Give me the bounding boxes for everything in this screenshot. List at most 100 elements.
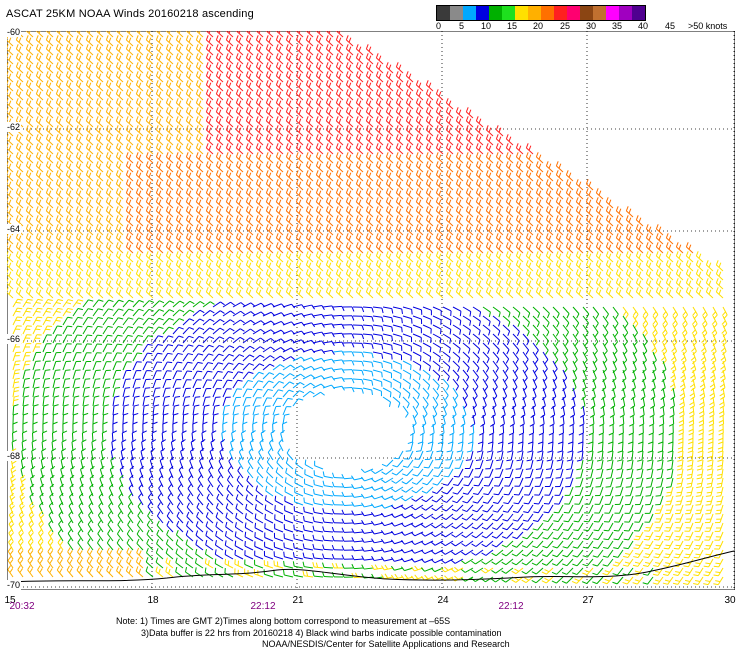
- wind-barb-flag: [168, 46, 172, 52]
- wind-barb: [135, 44, 144, 56]
- wind-barb-flag: [258, 64, 262, 70]
- wind-barb-flag: [348, 64, 352, 70]
- wind-barb-flag: [188, 31, 191, 34]
- wind-barb-flag: [238, 64, 242, 70]
- wind-barb: [365, 71, 374, 83]
- wind-barb-flag: [358, 73, 362, 79]
- wind-barb-flag: [15, 71, 19, 77]
- wind-barb-flag: [78, 55, 82, 61]
- wind-barb: [385, 62, 394, 74]
- wind-barb-flag: [28, 64, 32, 70]
- wind-barb: [305, 53, 314, 65]
- wind-barb-flag: [68, 64, 72, 70]
- wind-barb-shaft: [216, 75, 224, 83]
- wind-barb-flag: [298, 55, 302, 61]
- wind-barb-flag: [255, 44, 259, 50]
- wind-barb: [125, 44, 134, 56]
- wind-barb-flag: [338, 37, 342, 43]
- wind-barb-flag: [28, 46, 32, 52]
- wind-barb-shaft: [286, 39, 294, 47]
- wind-barb-shaft: [326, 66, 334, 74]
- wind-barb-shaft: [116, 66, 124, 74]
- wind-barb: [175, 62, 184, 74]
- wind-barb-shaft: [136, 31, 144, 38]
- colorbar-label: 30: [586, 21, 597, 31]
- wind-barb-shaft: [36, 75, 44, 83]
- wind-barb-flag: [95, 35, 99, 41]
- wind-barb-flag: [58, 37, 62, 43]
- wind-barb-flag: [148, 37, 152, 43]
- wind-barb: [105, 44, 114, 56]
- wind-barb: [25, 71, 34, 83]
- wind-barb-flag: [118, 37, 122, 43]
- wind-barb-flag: [38, 46, 42, 52]
- wind-barb: [25, 62, 34, 74]
- wind-barb: [195, 44, 204, 56]
- wind-barb-flag: [25, 80, 29, 86]
- wind-barb-flag: [218, 37, 222, 43]
- wind-barb-shaft: [166, 75, 174, 83]
- wind-barb-shaft: [56, 57, 64, 65]
- wind-barb-flag: [55, 53, 59, 59]
- wind-barb-flag: [398, 73, 402, 79]
- wind-barb: [276, 31, 284, 38]
- wind-barb-flag: [245, 44, 249, 50]
- wind-barb: [355, 53, 364, 65]
- wind-barb: [325, 62, 334, 74]
- wind-barb: [195, 53, 204, 65]
- wind-barb-flag: [195, 62, 199, 68]
- wind-barb-shaft: [56, 48, 64, 56]
- wind-barb-flag: [395, 71, 399, 77]
- colorbar-label: 5: [459, 21, 465, 31]
- wind-barb-flag: [315, 35, 319, 41]
- wind-barb-flag: [275, 71, 279, 77]
- wind-barb-flag: [178, 37, 182, 43]
- wind-barb: [15, 53, 24, 65]
- wind-barb: [306, 31, 314, 38]
- wind-barb-flag: [368, 73, 372, 79]
- wind-barb-flag: [138, 73, 142, 79]
- wind-barb-flag: [205, 71, 209, 77]
- wind-barb-shaft: [286, 57, 294, 65]
- wind-barb-flag: [288, 31, 291, 34]
- wind-barb-shaft: [7, 48, 14, 56]
- wind-barb: [166, 31, 174, 38]
- wind-barb: [115, 44, 124, 56]
- colorbar-label: 20: [533, 21, 544, 31]
- wind-barb-flag: [195, 53, 199, 59]
- wind-barb-shaft: [316, 39, 324, 47]
- wind-barb-flag: [265, 35, 269, 41]
- map-title: ASCAT 25KM NOAA Winds 20160218 ascending: [6, 8, 254, 20]
- wind-barb-shaft: [76, 66, 84, 74]
- wind-barb-shaft: [206, 66, 214, 74]
- wind-barb-shaft: [356, 75, 364, 83]
- wind-barb-flag: [168, 55, 172, 61]
- wind-barb-shaft: [16, 84, 24, 92]
- wind-barb-shaft: [216, 48, 224, 56]
- wind-barb: [135, 80, 144, 92]
- wind-barb-flag: [208, 46, 212, 52]
- wind-barb-shaft: [26, 48, 34, 56]
- wind-barb: [255, 44, 264, 56]
- wind-barb-flag: [318, 64, 322, 70]
- wind-barb-shaft: [76, 39, 84, 47]
- wind-barb: [7, 62, 14, 74]
- wind-barb-flag: [305, 35, 309, 41]
- wind-barb: [65, 44, 74, 56]
- colorbar-swatch: [632, 6, 645, 20]
- wind-barb-flag: [38, 82, 42, 88]
- wind-barb: [365, 62, 374, 74]
- wind-barb: [245, 71, 254, 83]
- wind-barb: [235, 71, 244, 83]
- wind-barb-flag: [305, 62, 309, 68]
- wind-barb-flag: [308, 37, 312, 43]
- wind-barb: [95, 62, 104, 74]
- wind-barb-shaft: [336, 31, 344, 38]
- wind-barb-flag: [138, 64, 142, 70]
- wind-barb-shaft: [7, 39, 14, 47]
- wind-barb-flag: [48, 73, 52, 79]
- wind-barb: [105, 80, 114, 92]
- wind-barb: [85, 80, 94, 92]
- colorbar-label: 10: [481, 21, 492, 31]
- wind-barb-shaft: [136, 57, 144, 65]
